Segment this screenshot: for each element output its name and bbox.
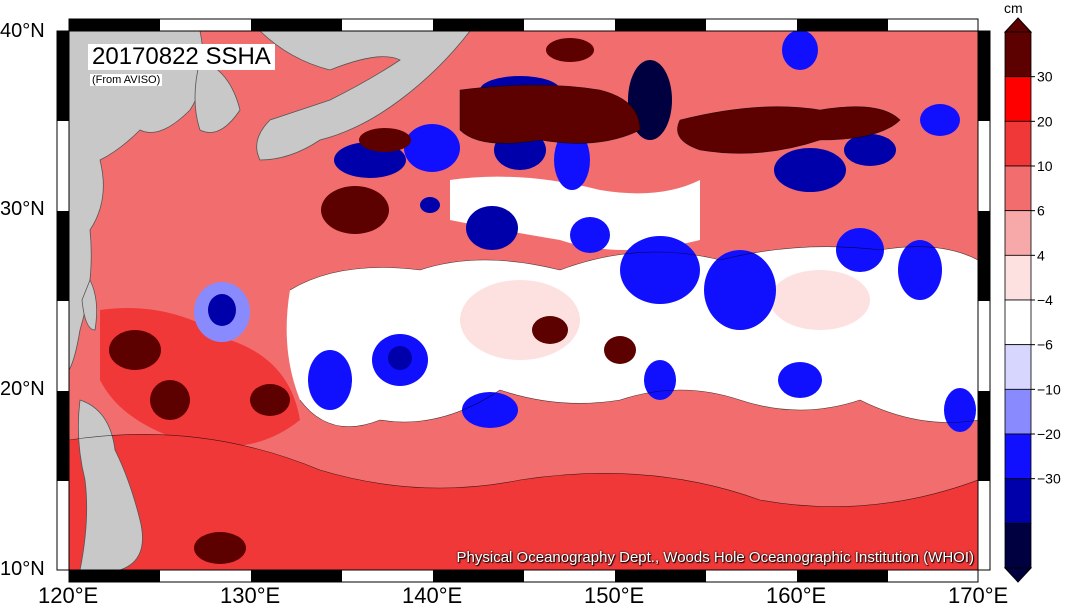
japan: [256, 31, 471, 161]
colorbar-top-arrow: [1003, 17, 1033, 33]
lat-label: 30°N: [0, 198, 45, 220]
credit-label: Physical Oceanography Dept., Woods Hole …: [456, 549, 974, 566]
colorbar-tick-label: −6: [1037, 337, 1053, 353]
colorbar-tick-label: 10: [1037, 158, 1053, 174]
colorbar-swatch: [1004, 299, 1032, 346]
colorbar: 30 20 10 6 4 −4 −6 −10 −20 −30: [1003, 17, 1061, 583]
lon-label: 170°E: [948, 583, 1009, 608]
colorbar-swatch: [1004, 76, 1032, 122]
colorbar-swatch: [1004, 522, 1032, 569]
lon-label: 150°E: [584, 583, 645, 608]
lon-label: 120°E: [38, 583, 99, 608]
lon-label: 160°E: [766, 583, 827, 608]
colorbar-swatch: [1004, 344, 1032, 390]
colorbar-tick-label: −20: [1037, 426, 1061, 442]
lat-label: 20°N: [0, 378, 45, 400]
source-label: (From AVISO): [90, 74, 163, 86]
colorbar-swatch: [1004, 478, 1032, 524]
lon-label: 140°E: [402, 583, 463, 608]
colorbar-swatch: [1004, 433, 1032, 480]
colorbar-tick-label: 20: [1037, 113, 1053, 129]
pink-patch: [770, 270, 870, 330]
colorbar-swatch: [1004, 120, 1032, 167]
colorbar-swatch: [1004, 31, 1032, 78]
map-canvas: [69, 31, 978, 570]
warm-eddies: [109, 38, 900, 564]
colorbar-unit: cm: [1004, 0, 1023, 16]
colorbar-swatch: [1004, 210, 1032, 256]
contour-lines: [69, 84, 978, 507]
taiwan: [81, 279, 98, 331]
title-box: 20170822 SSHA: [88, 44, 275, 70]
philippines: [77, 399, 143, 570]
china-coast: [69, 31, 204, 371]
colorbar-bottom-arrow: [1003, 567, 1033, 583]
land: [69, 31, 471, 570]
colorbar-swatch: [1004, 254, 1032, 301]
lat-label: 40°N: [0, 20, 45, 42]
colorbar-tick-label: 4: [1037, 247, 1045, 263]
colorbar-tick-label: 30: [1037, 69, 1053, 85]
map-title: 20170822 SSHA: [92, 43, 271, 70]
colorbar-tick-label: −4: [1037, 292, 1053, 308]
lat-label: 10°N: [0, 558, 45, 580]
korea: [194, 59, 241, 133]
warm-band-south: [69, 434, 978, 570]
colorbar-swatch: [1004, 165, 1032, 212]
lon-label: 130°E: [220, 583, 281, 608]
colorbar-tick-label: −30: [1037, 471, 1061, 487]
colorbar-tick-label: 6: [1037, 203, 1045, 219]
map-frame: [56, 18, 991, 583]
colorbar-tick-label: −10: [1037, 381, 1061, 397]
colorbar-swatch: [1004, 388, 1032, 435]
